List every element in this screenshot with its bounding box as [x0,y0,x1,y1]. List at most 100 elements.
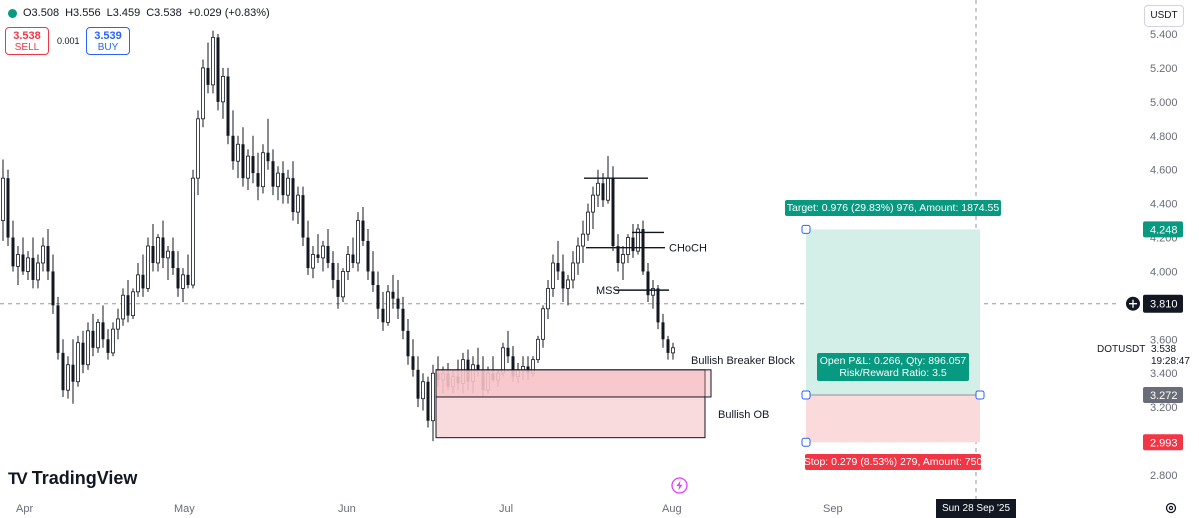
candle [251,135,255,184]
candle-body [266,152,270,162]
candle [371,251,375,292]
y-tick-label: 4.600 [1150,165,1178,177]
candle [186,254,190,289]
stop-label-text: Stop: 0.279 (8.53%) 279, Amount: 750 [804,456,983,468]
candle-body [646,271,650,296]
candle-body [301,195,305,238]
candle-body [641,229,645,272]
target-label: Target: 0.976 (29.83%) 976, Amount: 1874… [785,200,1001,216]
spread-value: 0.001 [57,36,80,46]
candle [146,237,150,292]
candle-body [56,305,60,353]
open-pnl-label-text: Open P&L: 0.266, Qty: 896.057 [820,355,967,367]
candle [621,246,625,280]
candle [556,240,560,280]
candle [171,237,175,275]
candle [121,288,125,326]
candle [366,229,370,280]
candle [216,34,220,111]
candle-body [596,182,600,196]
candle [281,161,285,204]
candle [256,152,260,201]
candle-body [51,271,55,306]
candle [416,356,420,408]
bullish-ob-label: Bullish OB [718,409,769,421]
candle-body [616,246,620,263]
candle [211,30,215,94]
candle [111,322,115,357]
candle-body [626,237,630,255]
candle [431,364,435,442]
candle-body [371,271,375,286]
candle [386,285,390,326]
open-pnl-label: Open P&L: 0.266, Qty: 896.057Risk/Reward… [817,353,969,381]
candle-body [101,322,105,340]
y-tick-label: 5.400 [1150,29,1178,41]
candle [196,110,200,196]
candle-body [341,271,345,298]
candle [321,240,325,272]
ticker-countdown: 19:28:47 [1151,356,1190,367]
y-tick-label: 3.600 [1150,334,1178,346]
entry-price-badge: 3.272 [1143,386,1183,403]
currency-button[interactable]: USDT [1144,5,1184,27]
target-price-badge: 4.248 [1143,221,1183,238]
candle-body [141,274,145,289]
y-tick-label: 3.400 [1150,368,1178,380]
x-tick-label: Jul [499,503,513,515]
candle-body [511,356,515,377]
candle-body [66,364,70,391]
candle [351,237,355,269]
candle [326,229,330,269]
candle-body [116,318,120,330]
candle-body [476,364,480,370]
candle-body [611,178,615,247]
candle-body [416,369,420,399]
time-axis: Apr May Jun Jul Aug Sep [16,503,843,515]
candle-body [146,245,150,289]
candle [566,274,570,306]
ohlc-close: C3.538 [146,7,182,19]
candle-body [356,220,360,264]
sell-button[interactable]: 3.538 SELL [5,27,49,55]
candle-body [6,178,10,238]
candle [631,223,635,258]
candle-body [541,308,545,340]
candle-body [91,330,95,348]
candle [231,110,235,170]
x-tick-label: Aug [662,503,682,515]
tradingview-logo-icon: TV [8,468,28,488]
candle-body [231,135,235,162]
candle [16,246,20,286]
lightning-icon[interactable] [671,477,688,494]
candle-body [121,294,125,320]
candle [596,169,600,208]
candle [271,149,275,196]
candle [411,339,415,377]
candle [191,169,195,289]
candle-body [366,240,370,272]
candle-body [311,254,315,269]
crosshair-price-badge: 3.810 [1143,294,1183,313]
candle [61,339,65,397]
candle-body [556,262,560,272]
settings-gear-icon[interactable] [1165,502,1177,514]
sell-price: 3.538 [13,30,41,42]
tradingview-logo[interactable]: TV TradingView [8,468,137,489]
entry-price-badge-bg [1143,386,1183,403]
candle [101,305,105,348]
candle-body [631,237,635,252]
position-handle [801,437,811,447]
candle [586,203,590,241]
candle-body [111,328,115,354]
candle-body [201,67,205,120]
ohlc-legend: O3.508 H3.556 L3.459 C3.538 +0.029 (+0.8… [8,7,270,19]
candle [161,220,165,269]
candle [341,268,345,302]
candle-body [171,251,175,269]
candle-body [431,372,435,422]
candle-body [206,67,210,85]
buy-button[interactable]: 3.539 BUY [86,27,130,55]
y-tick-label: 5.200 [1150,63,1178,75]
